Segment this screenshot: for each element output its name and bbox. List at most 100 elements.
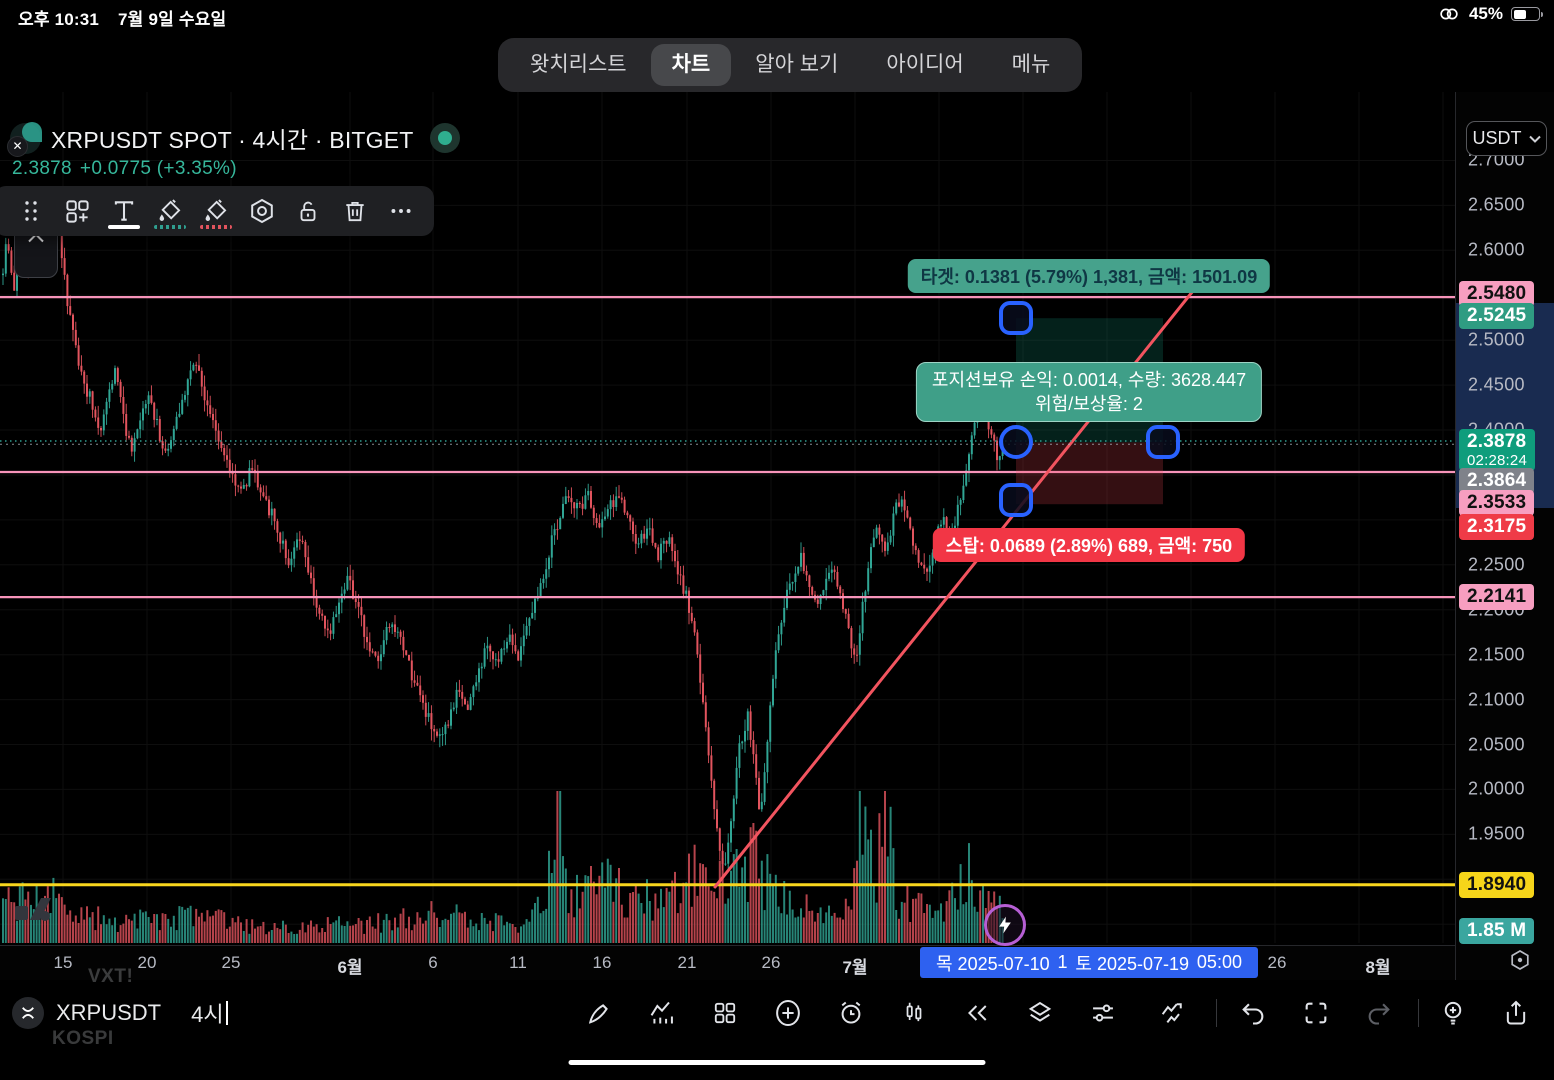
redo-button[interactable]	[1357, 985, 1401, 1041]
nav-tab-아이디어[interactable]: 아이디어	[886, 53, 964, 76]
layout-templates-icon	[66, 199, 89, 223]
position-handle-1[interactable]	[999, 425, 1033, 459]
add-button[interactable]	[766, 985, 810, 1041]
price-tick-2.4500: 2.4500	[1468, 374, 1525, 395]
paint-color-up-button[interactable]	[153, 191, 187, 231]
drag-handle-icon	[25, 201, 37, 221]
indicators-icon	[650, 1001, 673, 1024]
quick-trade-flash-button[interactable]	[984, 904, 1026, 946]
battery-percent: 45%	[1468, 4, 1503, 23]
price-tag-2.3175: 2.3175	[1459, 514, 1535, 540]
toolbar-separator	[1216, 999, 1217, 1027]
bottom-symbol-label[interactable]: XRPUSDT	[56, 1000, 162, 1025]
share-button[interactable]	[1494, 985, 1538, 1041]
candles-icon	[906, 1002, 922, 1022]
lock-drawing-button[interactable]	[291, 191, 325, 231]
time-tick-26: 26	[1267, 953, 1287, 972]
undo-icon	[1242, 1003, 1264, 1025]
last-price: 2.3878	[12, 158, 72, 179]
fullscreen-button[interactable]	[1294, 985, 1338, 1041]
price-scale-settings-button[interactable]	[1508, 948, 1532, 972]
layouts-button[interactable]	[703, 985, 747, 1041]
stop-label[interactable]: 스탑: 0.0689 (2.89%) 689, 금액: 750	[932, 528, 1246, 562]
range-end-date: 토 2025-07-19	[1075, 953, 1190, 974]
hotspot-icon	[1440, 8, 1458, 20]
toolbar-separator	[1418, 999, 1419, 1027]
interval-input[interactable]: 4시	[191, 997, 228, 1029]
rewind-icon	[968, 1005, 987, 1021]
currency-dropdown[interactable]: USDT	[1466, 121, 1547, 156]
draw-button[interactable]	[577, 985, 621, 1041]
paint-color-down-button[interactable]	[199, 191, 233, 231]
price-tick-2.2500: 2.2500	[1468, 554, 1525, 575]
time-tick-7월: 7월	[842, 958, 868, 977]
alert-button[interactable]	[829, 985, 873, 1041]
text-cursor	[225, 1001, 228, 1025]
toolbar-drag-handle[interactable]	[14, 191, 48, 231]
price-tick-2.5000: 2.5000	[1468, 329, 1525, 350]
paint-bucket-icon	[206, 198, 227, 221]
home-indicator[interactable]	[568, 1060, 986, 1065]
range-start-date: 목 2025-07-10	[936, 953, 1050, 974]
time-tick-6월: 6월	[337, 958, 363, 977]
layout-templates-button[interactable]	[60, 191, 94, 231]
price-axis[interactable]: 2.70002.65002.60002.50002.45002.40002.25…	[1455, 92, 1554, 980]
price-tag-1.8940: 1.8940	[1459, 872, 1535, 898]
watchlist-ghost-text-lower: KOSPI	[52, 1028, 114, 1049]
range-end-time: 05:00	[1196, 952, 1242, 972]
price-tick-2.0500: 2.0500	[1468, 734, 1525, 754]
grid-layouts-icon	[714, 1002, 736, 1024]
text-tool-button[interactable]	[107, 191, 141, 231]
text-tool-icon	[114, 201, 133, 221]
ideas-button[interactable]	[1431, 985, 1475, 1041]
time-tick-11: 11	[509, 953, 527, 972]
settings-hexagon-icon	[251, 198, 273, 224]
nav-tab-메뉴[interactable]: 메뉴	[1011, 53, 1051, 76]
nav-tab-왓치리스트[interactable]: 왓치리스트	[530, 53, 627, 76]
price-tick-2.0000: 2.0000	[1468, 778, 1525, 799]
symbol-header[interactable]: ✕ XRPUSDT SPOT · 4시간 · BITGET	[7, 121, 460, 157]
replay-button[interactable]	[955, 985, 999, 1041]
risk-reward-text: 위험/보상율: 2	[1035, 394, 1143, 414]
price-tick-2.6500: 2.6500	[1468, 194, 1525, 215]
target-label[interactable]: 타겟: 0.1381 (5.79%) 1,381, 금액: 1501.09	[907, 259, 1271, 293]
nav-tab-차트[interactable]: 차트	[650, 44, 732, 86]
watchlist-ghost-text-upper: VXT!	[88, 966, 134, 987]
price-tag-2.3878: 2.3878 02:28:24	[1459, 429, 1535, 471]
price-tick-2.1500: 2.1500	[1468, 644, 1525, 665]
price-tag-2.5480: 2.5480	[1459, 281, 1535, 307]
share-icon	[1506, 1000, 1526, 1025]
idea-bulb-icon	[1444, 1001, 1462, 1025]
delete-drawing-button[interactable]	[338, 191, 372, 231]
indicators-button[interactable]	[640, 985, 684, 1041]
position-pnl-text: 포지션보유 손익: 0.0014, 수량: 3628.447	[931, 370, 1247, 390]
xrp-symbol-button[interactable]	[12, 997, 44, 1029]
time-tick-25: 25	[221, 953, 241, 972]
position-stats-label[interactable]: 포지션보유 손익: 0.0014, 수량: 3628.447 위험/보상율: 2	[915, 362, 1263, 422]
xrp-logo-icon: ✕	[7, 121, 42, 157]
tradingview-logo[interactable]	[15, 898, 57, 928]
time-tick-21: 21	[677, 953, 697, 972]
chart-style-button[interactable]	[892, 985, 936, 1041]
more-options-button[interactable]	[384, 191, 418, 231]
position-handle-0[interactable]	[999, 301, 1033, 335]
chart-settings-button[interactable]	[1081, 985, 1125, 1041]
drawings-visibility-button[interactable]	[1150, 985, 1194, 1041]
clock-time: 오후 10:31	[18, 10, 100, 29]
sliders-icon	[1093, 1004, 1113, 1022]
undo-button[interactable]	[1231, 985, 1275, 1041]
price-tag-2.3533: 2.3533	[1459, 490, 1535, 516]
position-handle-2[interactable]	[1146, 425, 1180, 459]
position-handle-3[interactable]	[999, 483, 1033, 517]
price-tag-2.5245: 2.5245	[1459, 303, 1535, 329]
nav-tab-알아 보기[interactable]: 알아 보기	[755, 53, 839, 76]
symbol-title[interactable]: XRPUSDT SPOT · 4시간 · BITGET	[51, 127, 414, 153]
time-tick-16: 16	[592, 953, 612, 972]
selected-date-range-label: 목 2025-07-10 1 토 2025-07-19 05:00	[920, 947, 1258, 978]
tool-settings-button[interactable]	[245, 191, 279, 231]
price-tick-2.6000: 2.6000	[1468, 239, 1525, 260]
market-status-dot[interactable]	[429, 123, 460, 153]
price-tick-1.9500: 1.9500	[1468, 823, 1525, 844]
time-axis[interactable]: 8월 26 7월 26 21 16 11 6 6월 25 20 15 목 2025-07-10 1 토…	[0, 945, 1455, 980]
object-tree-button[interactable]	[1018, 985, 1062, 1041]
